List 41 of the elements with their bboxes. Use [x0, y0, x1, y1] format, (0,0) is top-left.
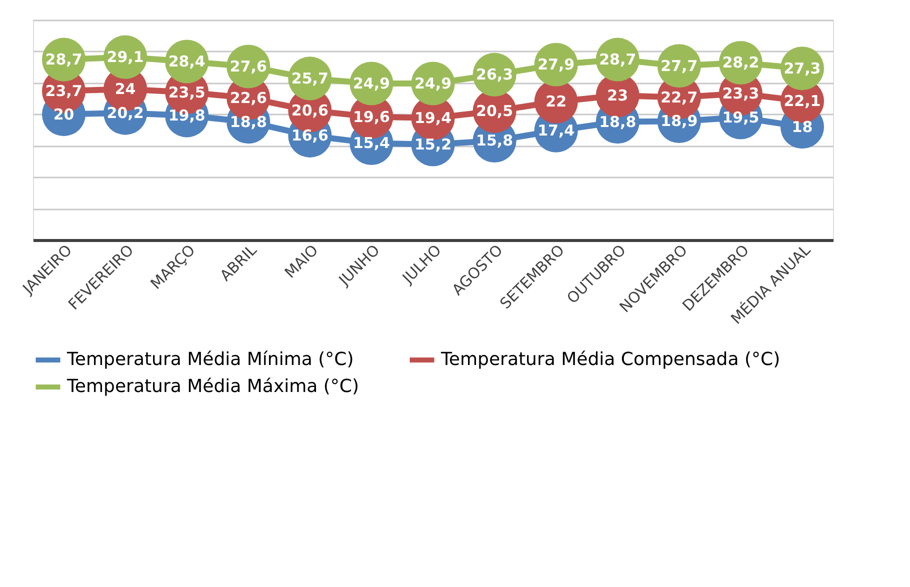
data-label: 15,4: [352, 134, 390, 152]
data-label: 24,9: [414, 74, 452, 92]
data-label: 28,4: [168, 52, 206, 70]
data-label: 26,3: [476, 66, 514, 84]
data-label: 20,2: [106, 104, 144, 122]
data-label: 23,7: [45, 82, 82, 100]
data-label: 22,1: [784, 92, 821, 110]
data-label: 15,8: [476, 132, 514, 150]
data-label: 24,9: [352, 74, 390, 92]
data-label: 24: [114, 80, 136, 98]
data-label: 22: [546, 92, 567, 111]
data-label: 22,6: [230, 88, 267, 107]
legend-label: Temperatura Média Compensada (°C): [440, 349, 780, 370]
data-label: 28,2: [722, 54, 760, 72]
data-label: 18,8: [230, 112, 267, 131]
data-label: 29,1: [106, 48, 144, 66]
data-label: 23,3: [722, 84, 760, 103]
data-label: 19,6: [352, 108, 390, 126]
data-label: 27,3: [784, 59, 821, 78]
data-label: 25,7: [291, 69, 328, 88]
data-label: 27,7: [660, 56, 698, 75]
data-label: 19,4: [414, 109, 452, 128]
data-label: 17,4: [538, 122, 575, 140]
data-label: 19,8: [168, 106, 206, 125]
data-label: 18,8: [599, 112, 636, 131]
data-label: 27,9: [538, 56, 575, 74]
data-label: 20,6: [291, 102, 328, 120]
data-label: 23,5: [168, 83, 206, 102]
data-label: 22,7: [660, 88, 698, 106]
data-label: 18: [792, 118, 813, 136]
data-label: 28,7: [599, 50, 636, 69]
legend-label: Temperatura Média Mínima (°C): [66, 349, 354, 370]
data-label: 27,6: [230, 58, 267, 76]
data-label: 23: [607, 86, 628, 104]
data-label: 19,5: [722, 108, 760, 126]
data-label: 16,6: [291, 126, 328, 145]
data-label: 15,2: [414, 135, 452, 154]
data-label: 28,7: [45, 50, 82, 69]
legend-label: Temperatura Média Máxima (°C): [66, 376, 359, 397]
data-label: 20,5: [476, 102, 514, 120]
data-label: 18,9: [660, 112, 698, 130]
